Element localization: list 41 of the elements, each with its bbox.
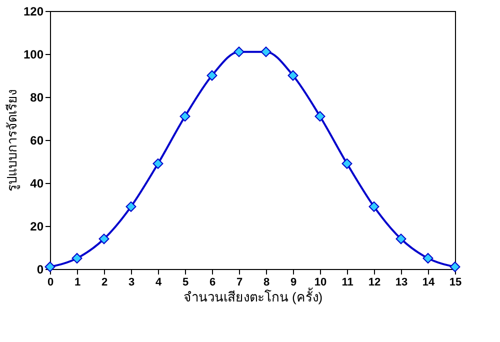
point bbox=[260, 46, 272, 58]
x-tick-label: 8 bbox=[263, 276, 270, 288]
x-tick-label: 4 bbox=[155, 276, 162, 288]
point bbox=[342, 158, 352, 169]
y-axis-title: รูปแบบการจัดเรียง bbox=[4, 90, 20, 192]
y-tick-label: 120 bbox=[23, 4, 44, 18]
x-tick-label: 11 bbox=[342, 276, 354, 288]
x-tick-label: 13 bbox=[395, 276, 408, 288]
point bbox=[152, 158, 164, 169]
point bbox=[72, 253, 82, 264]
point bbox=[98, 234, 110, 244]
point bbox=[288, 70, 298, 81]
x-tick-label: 9 bbox=[290, 276, 297, 288]
point bbox=[396, 234, 406, 244]
x-axis-title: จำนวนเสียงตะโกน (ครั้ง) bbox=[183, 288, 323, 304]
x-tick-label: 12 bbox=[368, 276, 381, 288]
x-tick-label: 1 bbox=[74, 276, 81, 288]
x-tick-label: 10 bbox=[314, 276, 327, 288]
point bbox=[450, 262, 460, 272]
x-tick-label: 0 bbox=[47, 276, 54, 288]
y-tick-label: 0 bbox=[36, 262, 44, 276]
x-tick-label: 15 bbox=[449, 276, 462, 288]
point bbox=[234, 46, 244, 58]
y-tick-label: 80 bbox=[30, 90, 44, 104]
y-tick-label: 20 bbox=[30, 220, 44, 234]
point bbox=[368, 201, 380, 212]
x-tick-label: 3 bbox=[128, 276, 135, 288]
point bbox=[314, 111, 326, 122]
x-tick-label: 14 bbox=[422, 276, 436, 288]
point bbox=[126, 201, 136, 212]
x-tick-label: 6 bbox=[209, 276, 216, 288]
y-tick-label: 100 bbox=[23, 48, 44, 62]
point bbox=[180, 111, 190, 122]
x-tick-label: 7 bbox=[236, 276, 243, 288]
y-tick-label: 40 bbox=[30, 176, 44, 190]
y-tick-label: 60 bbox=[30, 134, 44, 148]
point bbox=[422, 253, 434, 264]
point bbox=[44, 262, 56, 272]
point bbox=[206, 70, 218, 81]
x-tick-label: 5 bbox=[182, 276, 189, 288]
x-tick-label: 2 bbox=[101, 276, 108, 288]
